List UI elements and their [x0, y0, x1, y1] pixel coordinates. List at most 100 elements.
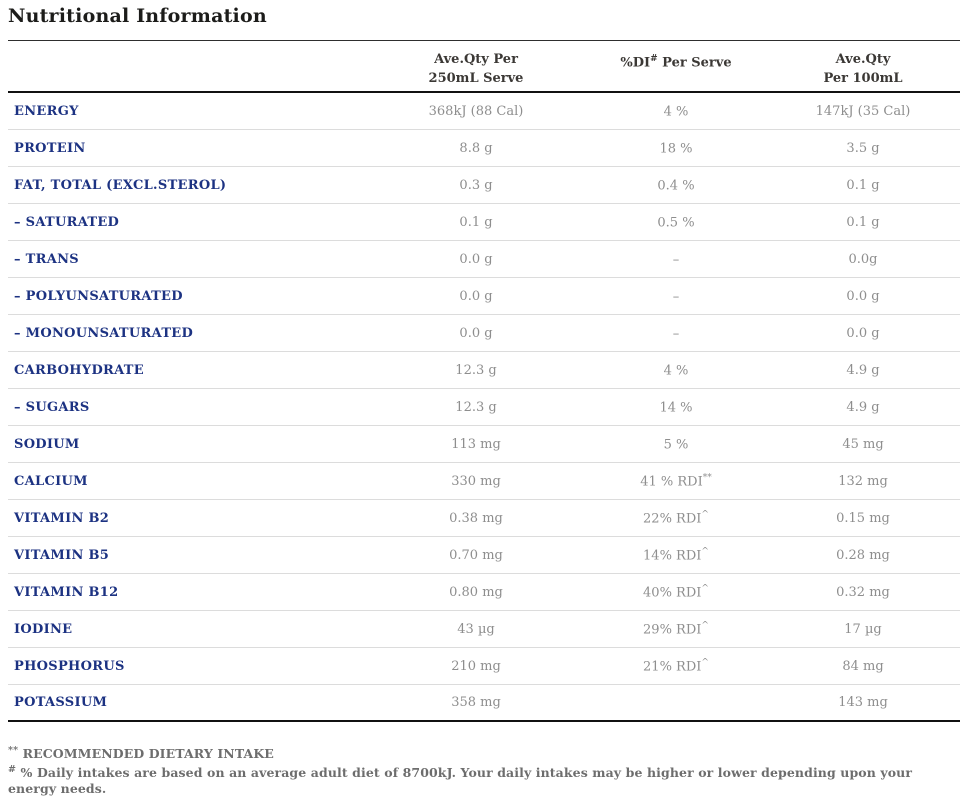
cell-di: 5 % — [586, 436, 766, 452]
footnote-daily-intake-marker: # — [8, 764, 17, 776]
cell-serve: 368kJ (88 Cal) — [428, 103, 524, 119]
cell-per100: 0.32 mg — [836, 584, 890, 600]
row-label: – SATURATED — [14, 214, 120, 230]
cell-serve: 12.3 g — [455, 399, 497, 415]
di-text: – — [672, 252, 680, 268]
cell-serve: 0.80 mg — [449, 584, 503, 600]
header-per100-col: Ave.Qty Per 100mL — [766, 50, 960, 88]
page-title: Nutritional Information — [8, 5, 267, 27]
cell-serve: 0.70 mg — [449, 547, 503, 563]
cell-di: 21% RDI^ — [586, 658, 766, 674]
footnote-rdi-text: RECOMMENDED DIETARY INTAKE — [18, 746, 274, 762]
cell-di: 41 % RDI** — [586, 473, 766, 489]
cell-di: 29% RDI^ — [586, 621, 766, 637]
cell-di: – — [586, 325, 766, 341]
cell-per100: 143 mg — [838, 695, 888, 710]
di-text: – — [672, 326, 680, 342]
header-serve-col: Ave.Qty Per 250mL Serve — [366, 50, 586, 88]
cell-serve: 0.38 mg — [449, 510, 503, 526]
row-label: FAT, TOTAL (EXCL.STEROL) — [14, 177, 227, 193]
di-text: 0.4 % — [657, 178, 695, 194]
table-row: – MONOUNSATURATED 0.0 g – 0.0 g — [8, 315, 960, 352]
cell-per100: 132 mg — [838, 473, 888, 489]
cell-per100: 4.9 g — [846, 399, 880, 415]
nutrition-table: Ave.Qty Per 250mL Serve %DI# Per Serve A… — [8, 40, 960, 722]
di-sup: ^ — [701, 620, 709, 631]
row-label: CALCIUM — [14, 473, 88, 489]
cell-per100: 17 µg — [844, 621, 882, 637]
di-text: 18 % — [659, 141, 693, 157]
cell-serve: 0.0 g — [459, 251, 493, 267]
cell-di: 18 % — [586, 140, 766, 156]
row-label: – SUGARS — [14, 399, 90, 415]
cell-per100: 0.0g — [848, 251, 878, 267]
table-row: ENERGY 368kJ (88 Cal) 4 % 147kJ (35 Cal) — [8, 93, 960, 130]
cell-serve: 8.8 g — [459, 140, 493, 156]
cell-serve: 43 µg — [457, 621, 495, 637]
footnote-daily-intake-text: % Daily intakes are based on an average … — [8, 765, 913, 797]
header-di-col: %DI# Per Serve — [586, 50, 766, 72]
header-per100-line1: Ave.Qty — [835, 52, 891, 67]
table-row: PROTEIN 8.8 g 18 % 3.5 g — [8, 130, 960, 167]
table-row: VITAMIN B12 0.80 mg 40% RDI^ 0.32 mg — [8, 574, 960, 611]
header-di-sup: # — [650, 54, 658, 64]
cell-per100: 45 mg — [842, 436, 884, 452]
table-row: POTASSIUM 358 mg 143 mg — [8, 685, 960, 722]
header-di-suffix: Per Serve — [657, 55, 732, 71]
cell-serve: 358 mg — [451, 695, 501, 710]
table-row: PHOSPHORUS 210 mg 21% RDI^ 84 mg — [8, 648, 960, 685]
cell-per100: 0.0 g — [846, 325, 880, 341]
row-label: VITAMIN B12 — [14, 584, 119, 600]
cell-per100: 0.1 g — [846, 214, 880, 230]
row-label: PROTEIN — [14, 140, 86, 156]
cell-serve: 210 mg — [451, 658, 501, 674]
table-row: VITAMIN B5 0.70 mg 14% RDI^ 0.28 mg — [8, 537, 960, 574]
row-label: PHOSPHORUS — [14, 658, 125, 674]
di-text: 29% RDI — [643, 622, 702, 638]
row-label: – MONOUNSATURATED — [14, 325, 194, 341]
header-per100-line2: Per 100mL — [823, 71, 903, 86]
table-row: CARBOHYDRATE 12.3 g 4 % 4.9 g — [8, 352, 960, 389]
table-body: ENERGY 368kJ (88 Cal) 4 % 147kJ (35 Cal)… — [8, 93, 960, 722]
cell-per100: 4.9 g — [846, 362, 880, 378]
row-label: IODINE — [14, 621, 73, 637]
di-sup: ^ — [701, 657, 709, 668]
cell-serve: 330 mg — [451, 473, 501, 489]
di-text: 40% RDI — [643, 585, 702, 601]
row-label: CARBOHYDRATE — [14, 362, 144, 378]
row-label: POTASSIUM — [14, 695, 108, 710]
di-sup: ^ — [701, 509, 709, 520]
cell-serve: 0.0 g — [459, 288, 493, 304]
row-label: – POLYUNSATURATED — [14, 288, 183, 304]
di-text: 21% RDI — [643, 659, 702, 675]
cell-serve: 0.1 g — [459, 214, 493, 230]
cell-serve: 0.3 g — [459, 177, 493, 193]
di-text: 5 % — [663, 437, 689, 453]
header-serve-line2: 250mL Serve — [428, 71, 524, 86]
cell-serve: 0.0 g — [459, 325, 493, 341]
di-text: 4 % — [663, 104, 689, 120]
di-text: – — [672, 289, 680, 305]
cell-di: – — [586, 288, 766, 304]
row-label: – TRANS — [14, 251, 79, 267]
di-text: 41 % RDI — [640, 474, 703, 490]
table-row: – SATURATED 0.1 g 0.5 % 0.1 g — [8, 204, 960, 241]
cell-per100: 147kJ (35 Cal) — [815, 103, 911, 119]
footnote-rdi-marker: ** — [8, 745, 19, 756]
di-text: 0.5 % — [657, 215, 695, 231]
table-row: VITAMIN B2 0.38 mg 22% RDI^ 0.15 mg — [8, 500, 960, 537]
di-sup: ^ — [701, 583, 709, 594]
cell-per100: 0.15 mg — [836, 510, 890, 526]
row-label: SODIUM — [14, 436, 80, 452]
row-label: VITAMIN B2 — [14, 510, 110, 526]
table-row: FAT, TOTAL (EXCL.STEROL) 0.3 g 0.4 % 0.1… — [8, 167, 960, 204]
di-text: 14% RDI — [643, 548, 702, 564]
cell-di: 14 % — [586, 399, 766, 415]
cell-di: 0.5 % — [586, 214, 766, 230]
cell-serve: 113 mg — [451, 436, 501, 452]
cell-per100: 3.5 g — [846, 140, 880, 156]
di-text: 22% RDI — [643, 511, 702, 527]
footnote-daily-intake: # % Daily intakes are based on an averag… — [8, 762, 960, 797]
table-header-row: Ave.Qty Per 250mL Serve %DI# Per Serve A… — [8, 40, 960, 93]
